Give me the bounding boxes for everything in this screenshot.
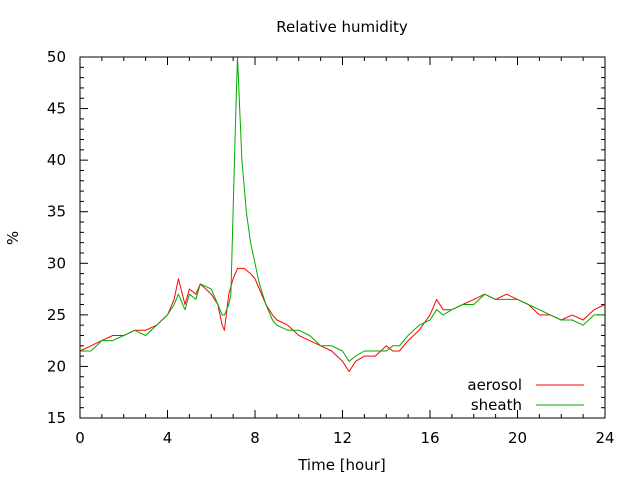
- x-tick-label: 16: [420, 429, 439, 447]
- x-axis-label: Time [hour]: [297, 456, 386, 474]
- x-tick-label: 4: [163, 429, 173, 447]
- y-tick-label: 20: [47, 357, 66, 375]
- x-tick-label: 8: [250, 429, 260, 447]
- y-tick-label: 35: [47, 203, 66, 221]
- legend-label-aerosol: aerosol: [467, 376, 522, 394]
- y-tick-label: 30: [47, 254, 66, 272]
- y-axis-label: %: [4, 231, 22, 245]
- series-layer: [79, 56, 606, 373]
- x-tick-label: 20: [508, 429, 527, 447]
- x-axis-ticks: 0 4 8 12 16 20 24: [75, 57, 615, 447]
- y-tick-label: 50: [47, 48, 66, 66]
- y-tick-label: 15: [47, 409, 66, 427]
- x-tick-label: 0: [75, 429, 85, 447]
- y-tick-label: 45: [47, 100, 66, 118]
- chart-title: Relative humidity: [276, 18, 408, 36]
- x-tick-label: 12: [333, 429, 352, 447]
- y-axis-ticks: 15 20 25 30 35 40 45 50: [47, 48, 605, 427]
- series-line-aerosol: [79, 267, 606, 373]
- series-line-sheath: [80, 56, 605, 362]
- x-tick-label: 24: [595, 429, 614, 447]
- legend: aerosol sheath: [467, 376, 584, 414]
- legend-label-sheath: sheath: [471, 396, 522, 414]
- plot-frame: [79, 56, 606, 419]
- y-tick-label: 40: [47, 151, 66, 169]
- y-tick-label: 25: [47, 306, 66, 324]
